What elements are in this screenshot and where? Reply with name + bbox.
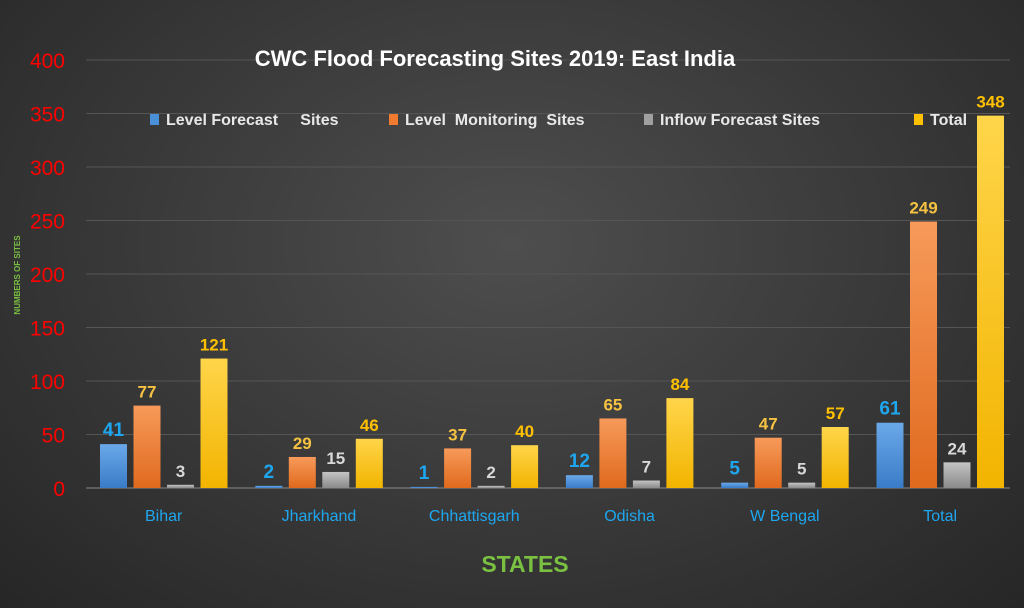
y-tick-label: 50 <box>42 425 65 448</box>
data-label: 84 <box>670 375 689 394</box>
data-label: 249 <box>909 199 937 218</box>
bar-jharkhand-2 <box>322 471 350 488</box>
bar-bihar-3 <box>200 358 228 488</box>
x-tick-label: Jharkhand <box>282 508 357 525</box>
data-label: 2 <box>264 462 275 483</box>
y-tick-label: 250 <box>30 211 65 234</box>
x-tick-label: Bihar <box>145 508 183 525</box>
bar-chhattisgarh-3 <box>511 445 539 488</box>
bar-w-bengal-1 <box>754 437 782 488</box>
data-label: 121 <box>200 336 228 355</box>
y-tick-label: 100 <box>30 371 65 394</box>
data-label: 40 <box>515 422 534 441</box>
y-tick-label: 400 <box>30 50 65 73</box>
data-label: 61 <box>879 399 901 420</box>
x-tick-label: Total <box>923 508 957 525</box>
legend-swatch <box>150 114 159 125</box>
data-label: 7 <box>642 458 651 477</box>
x-tick-label: Chhattisgarh <box>429 508 520 525</box>
legend-swatch <box>644 114 653 125</box>
bar-chhattisgarh-0 <box>410 486 438 488</box>
data-label: 29 <box>293 434 312 453</box>
bar-chhattisgarh-1 <box>444 448 472 488</box>
data-label: 47 <box>759 415 778 434</box>
bar-odisha-1 <box>599 418 627 488</box>
bar-bihar-1 <box>133 405 161 488</box>
bar-jharkhand-1 <box>288 456 316 488</box>
data-label: 3 <box>176 462 185 481</box>
bar-w-bengal-2 <box>788 482 816 488</box>
y-axis-label: NUMBERS OF SITES <box>13 235 22 315</box>
chart-title: CWC Flood Forecasting Sites 2019: East I… <box>255 46 736 71</box>
data-label: 57 <box>826 404 845 423</box>
data-label: 5 <box>797 460 806 479</box>
bar-w-bengal-0 <box>721 482 749 488</box>
data-label: 12 <box>569 451 590 472</box>
legend-swatch <box>389 114 398 125</box>
data-label: 46 <box>360 416 379 435</box>
bar-bihar-2 <box>167 484 194 488</box>
data-label: 2 <box>486 463 495 482</box>
x-axis-label: STATES <box>481 551 568 577</box>
data-label: 37 <box>448 425 467 444</box>
legend-label: Level Forecast Sites <box>166 112 339 129</box>
legend-label: Level Monitoring Sites <box>405 112 585 129</box>
bar-w-bengal-3 <box>821 427 849 488</box>
data-label: 15 <box>326 449 345 468</box>
y-tick-label: 300 <box>30 157 65 180</box>
bar-odisha-2 <box>632 480 660 488</box>
data-label: 41 <box>103 420 125 441</box>
bar-total-0 <box>876 422 904 488</box>
legend-label: Inflow Forecast Sites <box>660 112 820 129</box>
x-tick-label: Odisha <box>604 508 655 525</box>
y-tick-label: 0 <box>53 478 65 501</box>
bar-total-3 <box>977 115 1004 488</box>
data-label: 77 <box>138 383 157 402</box>
bar-jharkhand-0 <box>255 485 283 488</box>
y-tick-label: 350 <box>30 104 65 127</box>
legend-swatch <box>914 114 923 125</box>
x-tick-label: W Bengal <box>750 508 819 525</box>
bar-jharkhand-3 <box>355 438 383 488</box>
data-label: 65 <box>603 395 622 414</box>
y-tick-label: 200 <box>30 264 65 287</box>
bar-total-1 <box>910 221 937 488</box>
data-label: 24 <box>948 439 967 458</box>
data-label: 348 <box>976 93 1004 112</box>
bar-bihar-0 <box>100 444 127 488</box>
bar-chhattisgarh-2 <box>477 485 505 488</box>
legend: Level Forecast Sites Level Monitoring Sit… <box>150 112 967 129</box>
legend-label: Total <box>930 112 967 129</box>
bar-odisha-3 <box>666 398 694 488</box>
bar-total-2 <box>943 462 971 488</box>
data-label: 1 <box>419 463 430 484</box>
data-label: 5 <box>729 459 740 480</box>
bar-odisha-0 <box>565 475 593 488</box>
y-tick-label: 150 <box>30 318 65 341</box>
